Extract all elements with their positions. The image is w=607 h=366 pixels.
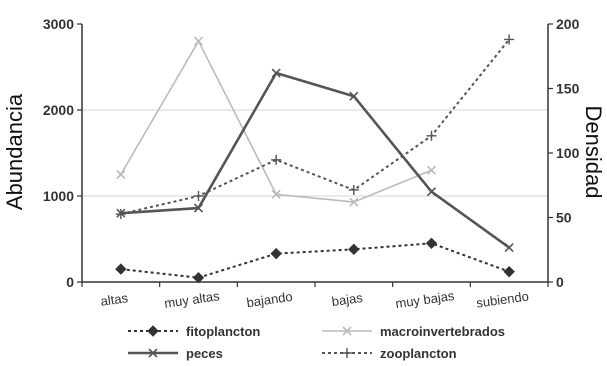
data-point-zooplancton xyxy=(271,154,282,165)
legend: fitoplancton macroinvertebrados peces zoopl… xyxy=(128,324,505,361)
series-peces xyxy=(116,68,514,253)
data-point-fitoplancton xyxy=(192,271,205,284)
legend-label-fitoplancton: fitoplancton xyxy=(186,324,260,339)
x-tick-label: muy bajas xyxy=(394,288,455,311)
series-line-zooplancton xyxy=(120,38,510,216)
legend-label-peces: peces xyxy=(186,346,223,361)
data-point-peces xyxy=(349,91,359,101)
legend-item-peces: peces xyxy=(128,346,223,361)
x-tick-label: muy altas xyxy=(163,288,221,311)
y-tick-label-left: 2000 xyxy=(43,102,74,118)
legend-item-macroinvertebrados: macroinvertebrados xyxy=(322,324,505,339)
data-point-peces xyxy=(504,243,514,253)
data-point-fitoplancton xyxy=(115,263,127,275)
legend-item-zooplancton: zooplancton xyxy=(322,346,457,361)
data-point-peces xyxy=(193,203,204,213)
data-point-zooplancton xyxy=(115,209,126,220)
data-point-zooplancton xyxy=(504,34,515,45)
grid-lines xyxy=(82,109,548,197)
series-macroinvertebrados xyxy=(116,36,437,207)
y-tick-label-left: 1000 xyxy=(43,188,74,204)
legend-label-macroinvertebrados: macroinvertebrados xyxy=(380,324,505,339)
series-lines xyxy=(115,34,515,284)
y-tick-label-right: 50 xyxy=(556,210,572,226)
data-point-zooplancton xyxy=(193,191,204,201)
data-point-zooplancton xyxy=(348,184,359,195)
series-line-fitoplancton xyxy=(120,242,510,279)
data-point-fitoplancton xyxy=(348,243,360,256)
data-point-macroinvertebrados xyxy=(193,36,204,46)
y-tick-label-left: 0 xyxy=(66,274,74,290)
x-tick-label: subiendo xyxy=(475,288,529,310)
data-point-macroinvertebrados xyxy=(349,197,359,207)
legend-item-fitoplancton: fitoplancton xyxy=(128,324,260,339)
data-point-zooplancton xyxy=(426,130,437,141)
legend-label-zooplancton: zooplancton xyxy=(380,346,457,361)
legend-marker-peces xyxy=(148,348,158,358)
x-tick-label: bajando xyxy=(246,289,294,310)
y-axis-title-right: Densidad xyxy=(581,106,606,199)
legend-marker-fitoplancton xyxy=(147,325,159,337)
axes xyxy=(77,23,553,287)
series-line-macroinvertebrados xyxy=(120,40,432,203)
y-tick-label-right: 200 xyxy=(556,16,580,32)
x-tick-label: bajas xyxy=(331,290,364,309)
y-tick-label-right: 100 xyxy=(556,145,580,161)
x-tick-label: altas xyxy=(100,290,130,309)
tick-labels: 0 1000 2000 3000 0 50 100 150 200 altas muy altas b… xyxy=(43,16,580,311)
series-zooplancton xyxy=(115,34,515,220)
series-fitoplancton xyxy=(115,237,515,284)
y-tick-label-right: 0 xyxy=(556,274,564,290)
series-line-peces xyxy=(120,71,510,249)
y-tick-label-left: 3000 xyxy=(43,16,74,32)
y-tick-label-right: 150 xyxy=(556,81,580,97)
data-point-macroinvertebrados xyxy=(116,169,126,180)
data-point-peces xyxy=(271,68,281,78)
data-point-macroinvertebrados xyxy=(426,165,437,175)
data-point-peces xyxy=(426,187,437,197)
y-axis-title-left: Abundancia xyxy=(2,93,27,210)
legend-marker-zooplancton xyxy=(342,348,352,358)
data-point-fitoplancton xyxy=(503,265,515,278)
data-point-fitoplancton xyxy=(425,237,438,250)
data-point-macroinvertebrados xyxy=(271,189,281,199)
data-point-fitoplancton xyxy=(270,247,282,260)
legend-marker-macroinvertebrados xyxy=(342,326,352,336)
